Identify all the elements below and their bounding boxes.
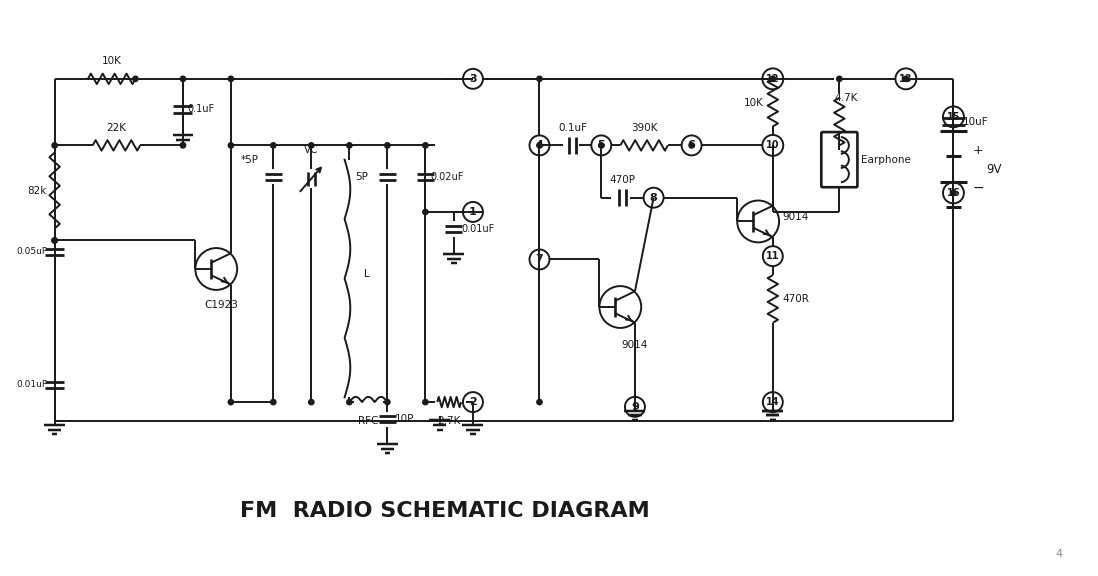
Text: 15: 15 <box>946 112 960 122</box>
Circle shape <box>951 190 956 196</box>
Circle shape <box>270 399 276 405</box>
Text: −: − <box>973 181 984 195</box>
Circle shape <box>423 399 428 405</box>
Text: RFC: RFC <box>358 416 379 426</box>
Text: 0.1uF: 0.1uF <box>558 123 587 133</box>
Text: 4: 4 <box>536 141 544 150</box>
Circle shape <box>228 76 234 81</box>
Circle shape <box>180 76 186 81</box>
Text: 9: 9 <box>631 402 639 412</box>
Text: +: + <box>973 143 983 157</box>
Circle shape <box>537 399 542 405</box>
Circle shape <box>423 209 428 215</box>
Circle shape <box>228 399 234 405</box>
Text: 7: 7 <box>536 255 544 264</box>
Circle shape <box>52 238 57 243</box>
Text: 390K: 390K <box>631 123 658 133</box>
Text: 11: 11 <box>766 251 780 261</box>
Text: C1923: C1923 <box>204 300 238 310</box>
Text: 470P: 470P <box>609 175 636 185</box>
Text: 10K: 10K <box>743 97 763 108</box>
Text: 5: 5 <box>597 141 605 150</box>
Circle shape <box>309 399 314 405</box>
Text: FM  RADIO SCHEMATIC DIAGRAM: FM RADIO SCHEMATIC DIAGRAM <box>239 502 649 521</box>
Circle shape <box>904 76 908 81</box>
Circle shape <box>837 76 842 81</box>
Text: 0.01uF: 0.01uF <box>16 381 47 389</box>
Circle shape <box>384 143 390 148</box>
Circle shape <box>598 143 604 148</box>
Circle shape <box>770 76 775 81</box>
Text: 10K: 10K <box>102 56 122 66</box>
Text: 9V: 9V <box>987 162 1002 176</box>
Circle shape <box>52 238 57 243</box>
Text: 0.02uF: 0.02uF <box>430 172 463 182</box>
Circle shape <box>688 143 694 148</box>
Text: 3: 3 <box>469 74 477 84</box>
Text: 12: 12 <box>766 74 780 84</box>
Circle shape <box>423 143 428 148</box>
Circle shape <box>347 399 352 405</box>
Text: 2: 2 <box>469 397 477 407</box>
Circle shape <box>309 143 314 148</box>
Text: 470R: 470R <box>782 294 809 304</box>
Text: 8: 8 <box>650 193 658 203</box>
Text: 0.05uF: 0.05uF <box>16 247 47 256</box>
Circle shape <box>384 399 390 405</box>
Circle shape <box>270 143 276 148</box>
Text: 9014: 9014 <box>621 340 648 350</box>
Text: 10P: 10P <box>395 414 414 424</box>
Text: VC: VC <box>304 145 318 155</box>
Text: 16: 16 <box>946 188 960 198</box>
Text: 0.01uF: 0.01uF <box>461 224 495 234</box>
Text: *5P: *5P <box>242 154 259 165</box>
Text: Earphone: Earphone <box>861 154 910 165</box>
Text: 9014: 9014 <box>782 212 808 222</box>
Text: 5P: 5P <box>356 172 368 182</box>
Text: 1: 1 <box>469 207 477 217</box>
Text: 10: 10 <box>766 141 780 150</box>
Text: 0.1uF: 0.1uF <box>188 104 215 114</box>
Circle shape <box>52 143 57 148</box>
Text: 4.7K: 4.7K <box>834 93 858 103</box>
Text: 4: 4 <box>1055 549 1063 559</box>
Text: 22K: 22K <box>107 123 126 133</box>
Text: 13: 13 <box>899 74 912 84</box>
Text: 2.7K: 2.7K <box>437 416 461 426</box>
Circle shape <box>228 143 234 148</box>
Circle shape <box>180 143 186 148</box>
Circle shape <box>347 143 352 148</box>
Text: 82k: 82k <box>27 185 47 195</box>
Text: 6: 6 <box>687 141 695 150</box>
Text: L: L <box>363 269 369 279</box>
Text: 10uF: 10uF <box>963 116 988 127</box>
Text: 14: 14 <box>766 397 780 407</box>
Circle shape <box>537 143 542 148</box>
Circle shape <box>537 76 542 81</box>
Circle shape <box>133 76 138 81</box>
